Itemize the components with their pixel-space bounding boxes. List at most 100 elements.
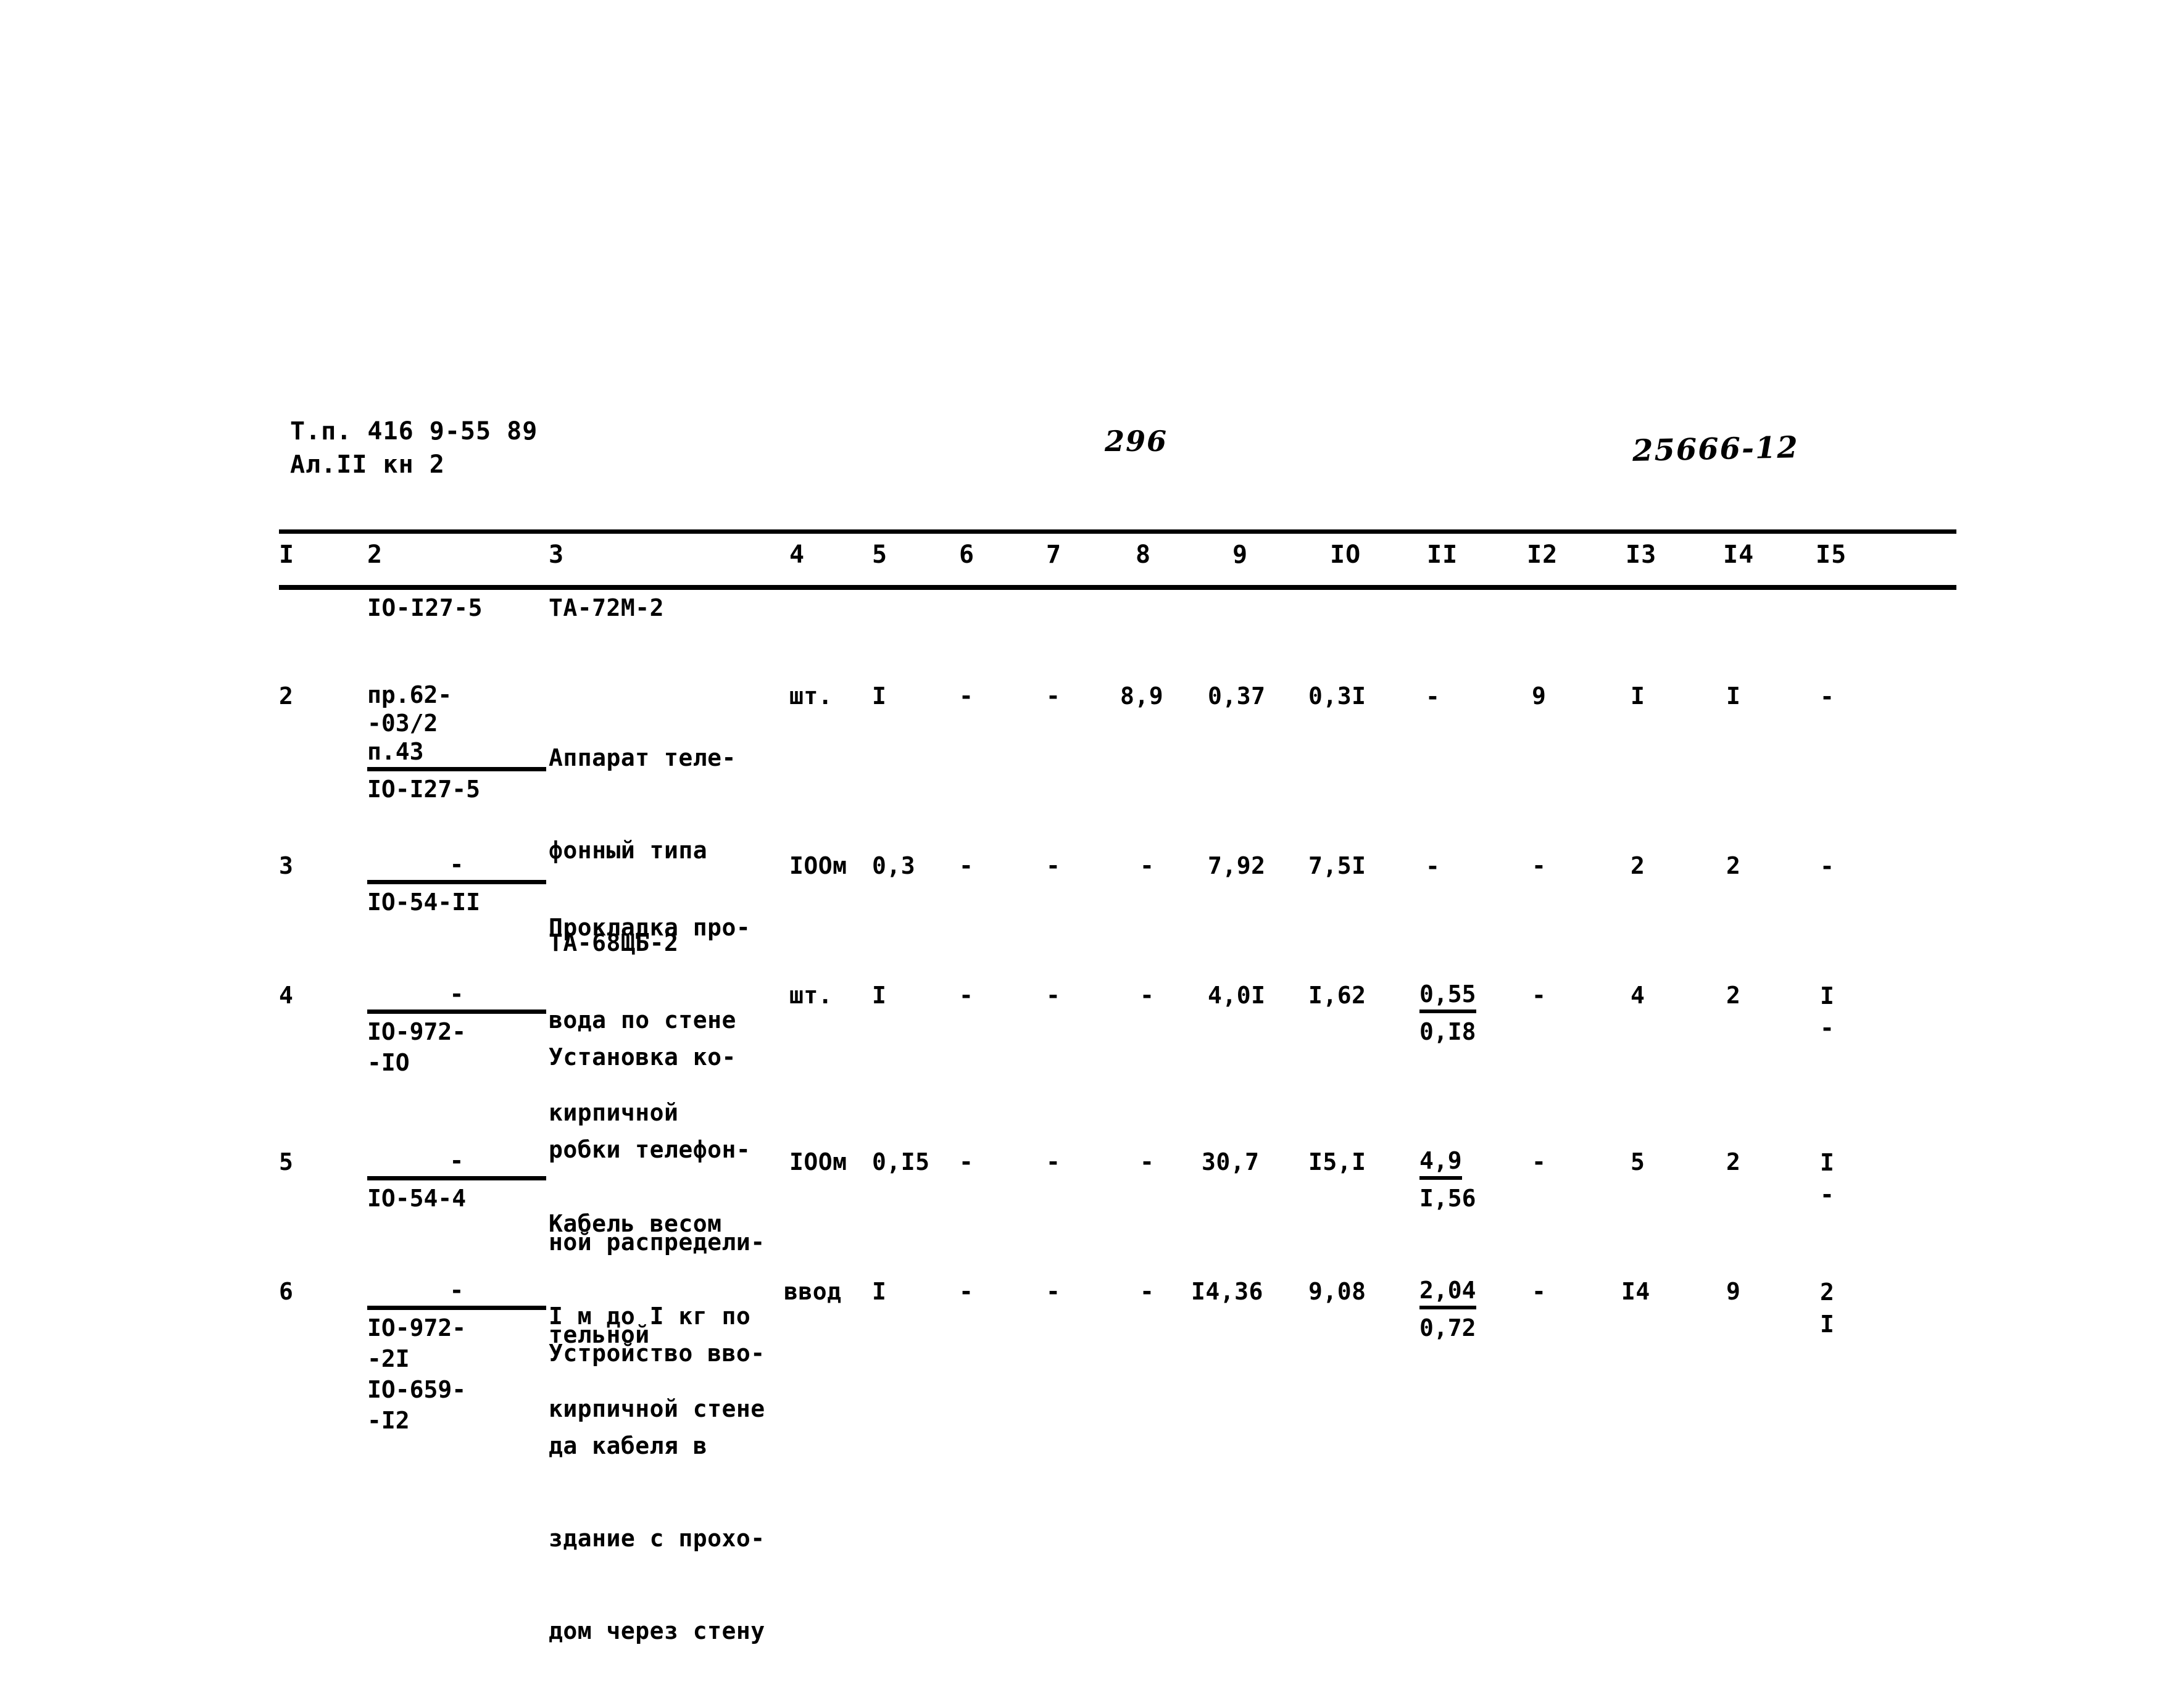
table-column-headers: I 2 3 4 5 6 7 8 9 IO II I2 I3 I4 I5 bbox=[279, 541, 1956, 579]
column-header-3: 3 bbox=[549, 541, 565, 569]
cell-col-15: I - bbox=[1820, 980, 1834, 1044]
cell-col-14: 9 bbox=[1726, 1278, 1741, 1305]
cell-col-5: I bbox=[872, 982, 887, 1009]
cell-col-8: - bbox=[1140, 1278, 1155, 1305]
code-below-line-1: IO-972- bbox=[367, 1018, 467, 1045]
column-header-14: I4 bbox=[1723, 541, 1755, 569]
row-code-column: - IO-972- -2I IO-659- -I2 bbox=[367, 1276, 571, 1436]
description-line-1: Установка ко- bbox=[549, 1043, 736, 1071]
cell-col-7: - bbox=[1046, 1148, 1061, 1175]
description-line-1: Кабель весом bbox=[549, 1210, 722, 1237]
cell-col-14: 2 bbox=[1726, 1148, 1741, 1175]
code-fraction-bar bbox=[367, 1176, 546, 1180]
description-line-3: кирпичной стене bbox=[549, 1395, 765, 1422]
row-code-column: - IO-972- -IO bbox=[367, 980, 571, 1078]
cell-col-4: IOOм bbox=[789, 1148, 847, 1175]
table-rule-bottom bbox=[279, 585, 1956, 590]
cell-col-6: - bbox=[959, 1278, 974, 1305]
column-header-8: 8 bbox=[1136, 541, 1152, 569]
description-line-4: тельной bbox=[549, 1321, 650, 1348]
cell-col-15: 2 I bbox=[1820, 1276, 1834, 1340]
cell-col-15-top: - bbox=[1820, 853, 1834, 880]
code-below-line-4: -I2 bbox=[367, 1407, 410, 1434]
code-below-line-1: IO-972- bbox=[367, 1314, 467, 1341]
cell-col-11: 4,9 I,56 bbox=[1419, 1146, 1476, 1214]
cell-col-11-top: - bbox=[1426, 853, 1440, 880]
column-header-10: IO bbox=[1330, 541, 1361, 569]
cell-col-12: 9 bbox=[1532, 682, 1547, 710]
cell-col-4: ввод bbox=[784, 1278, 842, 1305]
code-above-line-1: - bbox=[449, 980, 464, 1008]
code-fraction-bar bbox=[367, 880, 546, 884]
cell-col-8: - bbox=[1140, 982, 1155, 1009]
cell-col-13: 4 bbox=[1631, 982, 1645, 1009]
caption-code: IO-I27-5 bbox=[367, 594, 483, 621]
cell-col-11-top: 2,04 bbox=[1419, 1276, 1476, 1309]
description-line-4: дом через стену bbox=[549, 1617, 765, 1644]
cell-col-6: - bbox=[959, 1148, 974, 1175]
description-line-2: фонный типа bbox=[549, 837, 708, 864]
code-below: IO-I27-5 bbox=[367, 776, 481, 803]
cell-col-8: - bbox=[1140, 852, 1155, 879]
header-line-2: Ал.II кн 2 bbox=[290, 450, 445, 479]
description-line-1: Аппарат теле- bbox=[549, 744, 736, 771]
cell-col-15-top: I bbox=[1820, 982, 1834, 1009]
header-line-1: Т.п. 416 9-55 89 bbox=[290, 417, 538, 446]
code-above-line-3: п.43 bbox=[367, 738, 424, 765]
cell-col-15: - bbox=[1820, 850, 1834, 882]
column-header-13: I3 bbox=[1626, 541, 1657, 569]
column-header-4: 4 bbox=[789, 541, 805, 569]
cell-col-8: 8,9 bbox=[1120, 682, 1164, 710]
cell-col-5: I bbox=[872, 682, 887, 710]
description-line-3: ной распредели- bbox=[549, 1229, 765, 1256]
cell-col-9: 7,92 bbox=[1208, 852, 1266, 879]
row-code-column: - IO-54-4 bbox=[367, 1146, 571, 1214]
cell-col-11: 2,04 0,72 bbox=[1419, 1276, 1476, 1344]
column-header-9: 9 bbox=[1232, 541, 1249, 569]
cell-col-13: I4 bbox=[1621, 1278, 1650, 1305]
description-line-2: вода по стене bbox=[549, 1006, 736, 1034]
cell-col-13: I bbox=[1631, 682, 1645, 710]
code-below: IO-54-II bbox=[367, 889, 481, 916]
scanned-document-page: Т.п. 416 9-55 89 Ал.II кн 2 2 9 6 25666-12… bbox=[279, 417, 1956, 1644]
description-line-2: да кабеля в bbox=[549, 1432, 708, 1459]
row-number: 6 bbox=[279, 1278, 294, 1305]
cell-col-10: I,62 bbox=[1308, 982, 1366, 1009]
cell-col-7: - bbox=[1046, 982, 1061, 1009]
cell-col-9: I4,36 bbox=[1191, 1278, 1263, 1305]
cell-col-13: 5 bbox=[1631, 1148, 1645, 1175]
cell-col-10: 0,3I bbox=[1308, 682, 1366, 710]
cell-col-6: - bbox=[959, 982, 974, 1009]
code-fraction-bar bbox=[367, 767, 546, 771]
code-fraction-bar bbox=[367, 1306, 546, 1310]
description-line-1: Устройство вво- bbox=[549, 1340, 765, 1367]
column-header-6: 6 bbox=[959, 541, 975, 569]
row-description: Прокладка про- вода по стене кирпичной bbox=[549, 850, 750, 1190]
code-below: IO-54-4 bbox=[367, 1185, 467, 1212]
cell-col-12: - bbox=[1532, 1278, 1547, 1305]
code-above-line-1: пр.62- bbox=[367, 681, 452, 708]
description-line-2: I м до I кг по bbox=[549, 1303, 751, 1330]
document-code: 25666-12 bbox=[1632, 430, 1800, 468]
code-fraction-bar bbox=[367, 1009, 546, 1014]
cell-col-4: шт. bbox=[789, 982, 833, 1009]
description-line-3: кирпичной bbox=[549, 1099, 679, 1126]
cell-col-11: - bbox=[1426, 850, 1440, 882]
cell-col-15: I - bbox=[1820, 1146, 1834, 1211]
cell-col-15-top: 2 bbox=[1820, 1279, 1834, 1306]
cell-col-11-bottom: 0,72 bbox=[1419, 1314, 1476, 1341]
cell-col-11: - bbox=[1426, 681, 1440, 713]
cell-col-7: - bbox=[1046, 852, 1061, 879]
cell-col-15-bottom: - bbox=[1820, 1014, 1834, 1042]
description-line-3: здание с прохо- bbox=[549, 1525, 765, 1552]
row-number: 3 bbox=[279, 852, 294, 879]
cell-col-15-top: - bbox=[1820, 683, 1834, 710]
cell-col-11-bottom: I,56 bbox=[1419, 1185, 1476, 1212]
column-header-5: 5 bbox=[872, 541, 888, 569]
cell-col-14: 2 bbox=[1726, 982, 1741, 1009]
column-header-7: 7 bbox=[1046, 541, 1062, 569]
cell-col-7: - bbox=[1046, 682, 1061, 710]
cell-col-10: 9,08 bbox=[1308, 1278, 1366, 1305]
cell-col-15: - bbox=[1820, 681, 1834, 713]
cell-col-8: - bbox=[1140, 1148, 1155, 1175]
